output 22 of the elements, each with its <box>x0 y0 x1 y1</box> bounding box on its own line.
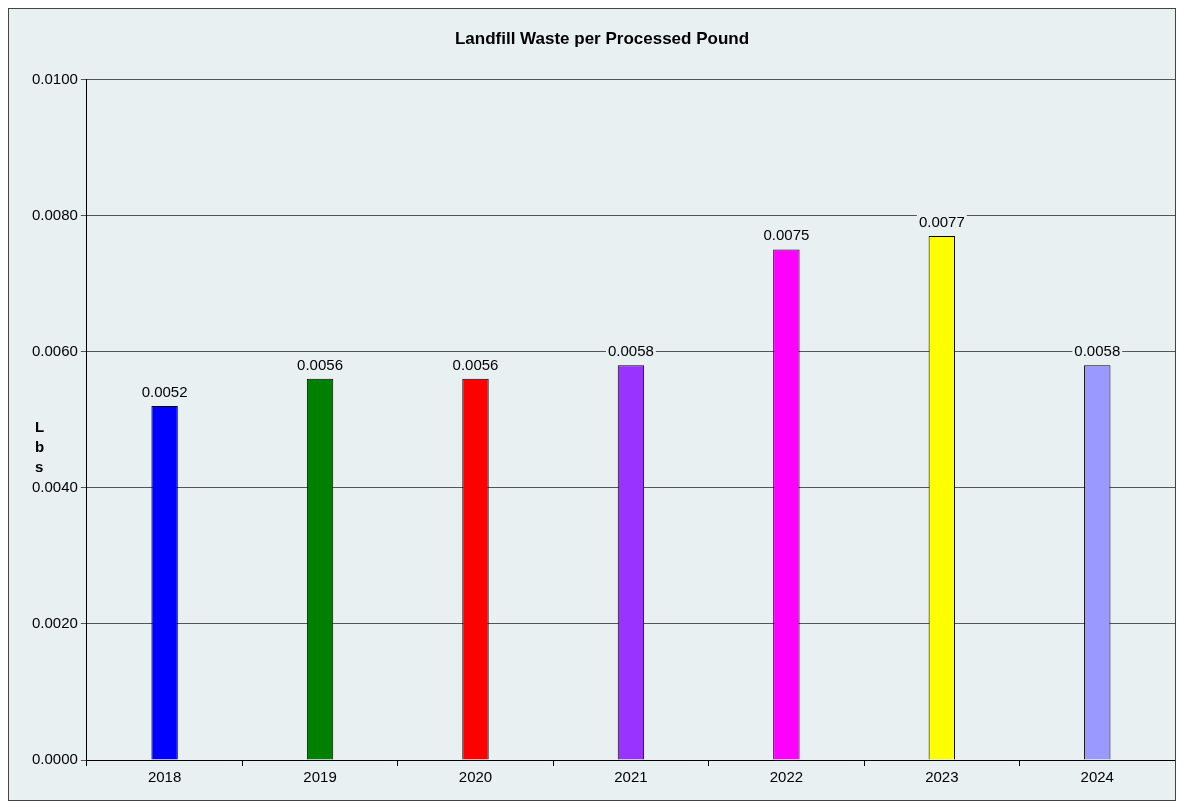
data-label: 0.0077 <box>918 212 965 230</box>
x-tick-label: 2018 <box>147 768 182 786</box>
y-axis-title: Lbs <box>35 417 45 477</box>
text: 0.0080 <box>31 205 78 223</box>
x-tick-label: 2019 <box>303 768 337 786</box>
x-tick-label: 2020 <box>458 768 493 786</box>
data-label: 0.0058 <box>607 341 654 359</box>
data-label: 0.0075 <box>763 226 810 244</box>
text: 0.0020 <box>31 614 78 632</box>
text: 0.0100 <box>31 69 78 87</box>
text: 0.0060 <box>31 341 78 359</box>
x-tick-label: 2024 <box>1080 768 1114 786</box>
text: 0.0040 <box>31 477 78 495</box>
x-tick-label: 2022 <box>769 768 804 786</box>
chart-title: Landfill Waste per Processed Pound <box>454 28 750 48</box>
data-label: 0.0056 <box>452 355 499 373</box>
x-tick-label: 2021 <box>614 768 648 786</box>
text: 0.0000 <box>31 750 78 768</box>
x-tick-label: 2023 <box>925 768 959 786</box>
data-label: 0.0052 <box>141 382 188 400</box>
data-label: 0.0056 <box>297 355 343 373</box>
data-label: 0.0058 <box>1074 341 1121 359</box>
